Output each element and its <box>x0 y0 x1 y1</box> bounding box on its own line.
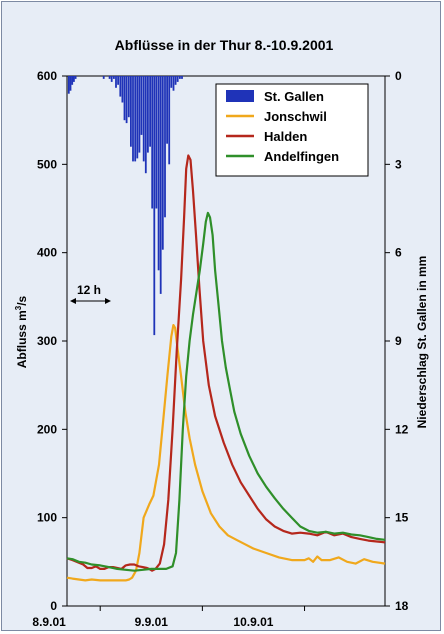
rain-bar <box>170 76 173 88</box>
rain-bar <box>73 76 75 82</box>
rain-bar <box>74 76 77 79</box>
y-axis-left-label: Abfluss m3/s <box>14 295 29 368</box>
rain-bar <box>102 76 105 79</box>
y-right-tick-label: 15 <box>395 511 409 525</box>
legend-label-jonschwil: Jonschwil <box>264 109 327 124</box>
rain-bar <box>121 76 124 103</box>
rain-bar <box>176 76 179 82</box>
rain-bar <box>151 76 154 209</box>
rain-bar <box>147 76 149 153</box>
rain-bar <box>69 76 72 91</box>
rain-bar <box>164 76 166 218</box>
rain-bar <box>157 76 160 271</box>
y-left-tick-label: 400 <box>37 246 57 260</box>
legend-label-halden: Halden <box>264 129 307 144</box>
annotation-12h: 12 h <box>77 283 101 297</box>
axes-group: 0 100 200 300 400 500 600 0 3 6 9 12 15 18 8.9.01 9.9.0… <box>32 69 408 629</box>
y-right-tick-label: 18 <box>395 599 409 613</box>
y-right-tick-label: 3 <box>395 157 402 171</box>
rain-bar <box>138 76 141 153</box>
rain-bar <box>144 76 147 174</box>
rain-bar <box>134 76 137 162</box>
rain-bar <box>71 76 74 85</box>
y-right-tick-label: 6 <box>395 246 402 260</box>
rain-bar <box>174 76 177 85</box>
rain-bar <box>115 76 117 88</box>
rain-bar <box>172 76 175 91</box>
series-lines-group <box>66 154 386 582</box>
line-series-andelfingen <box>66 211 386 572</box>
x-tick-label: 10.9.01 <box>233 615 273 629</box>
rain-bar <box>67 76 70 94</box>
legend: St. Gallen Jonschwil Halden Andelfingen <box>215 83 369 177</box>
y-left-tick-label: 500 <box>37 157 57 171</box>
rain-bar <box>179 76 181 79</box>
rain-bar <box>117 76 119 85</box>
y-left-tick-label: 600 <box>37 69 57 83</box>
rain-bar <box>108 76 111 79</box>
rain-bar <box>168 76 171 165</box>
legend-swatch-st-gallen <box>226 90 254 102</box>
annotation-12h-arrow <box>70 298 111 304</box>
chart-title: Abflüsse in der Thur 8.-10.9.2001 <box>115 37 334 53</box>
y-left-tick-label: 300 <box>37 334 57 348</box>
rain-bar <box>119 76 122 97</box>
x-tick-label: 8.9.01 <box>32 615 66 629</box>
rain-bars-group <box>67 76 183 336</box>
y-axis-right-label: Niederschlag St. Gallen in mm <box>415 256 429 429</box>
rain-bar <box>149 76 151 147</box>
rain-bar <box>123 76 126 121</box>
rain-bar <box>130 76 132 147</box>
y-right-tick-label: 12 <box>395 422 409 436</box>
x-tick-label: 9.9.01 <box>135 615 169 629</box>
legend-label-st-gallen: St. Gallen <box>264 89 324 104</box>
rain-bar <box>159 76 162 294</box>
y-left-tick-label: 100 <box>37 511 57 525</box>
rain-bar <box>153 76 156 336</box>
line-series-jonschwil <box>66 324 386 582</box>
rain-bar <box>127 76 130 118</box>
y-left-tick-label: 0 <box>50 599 57 613</box>
rain-bar <box>125 76 128 124</box>
rain-bar <box>142 76 145 162</box>
y-left-tick-label: 200 <box>37 422 57 436</box>
rain-bar <box>132 76 134 162</box>
rain-bar <box>110 76 113 82</box>
y-right-tick-label: 9 <box>395 334 402 348</box>
legend-label-andelfingen: Andelfingen <box>264 149 339 164</box>
y-right-tick-label: 0 <box>395 69 402 83</box>
rain-bar <box>161 76 164 250</box>
rain-bar <box>166 76 168 144</box>
rain-bar <box>140 76 143 135</box>
rain-bar <box>136 76 139 159</box>
rain-bar <box>113 76 115 79</box>
rain-bar <box>181 76 183 79</box>
rain-bar <box>155 76 158 209</box>
